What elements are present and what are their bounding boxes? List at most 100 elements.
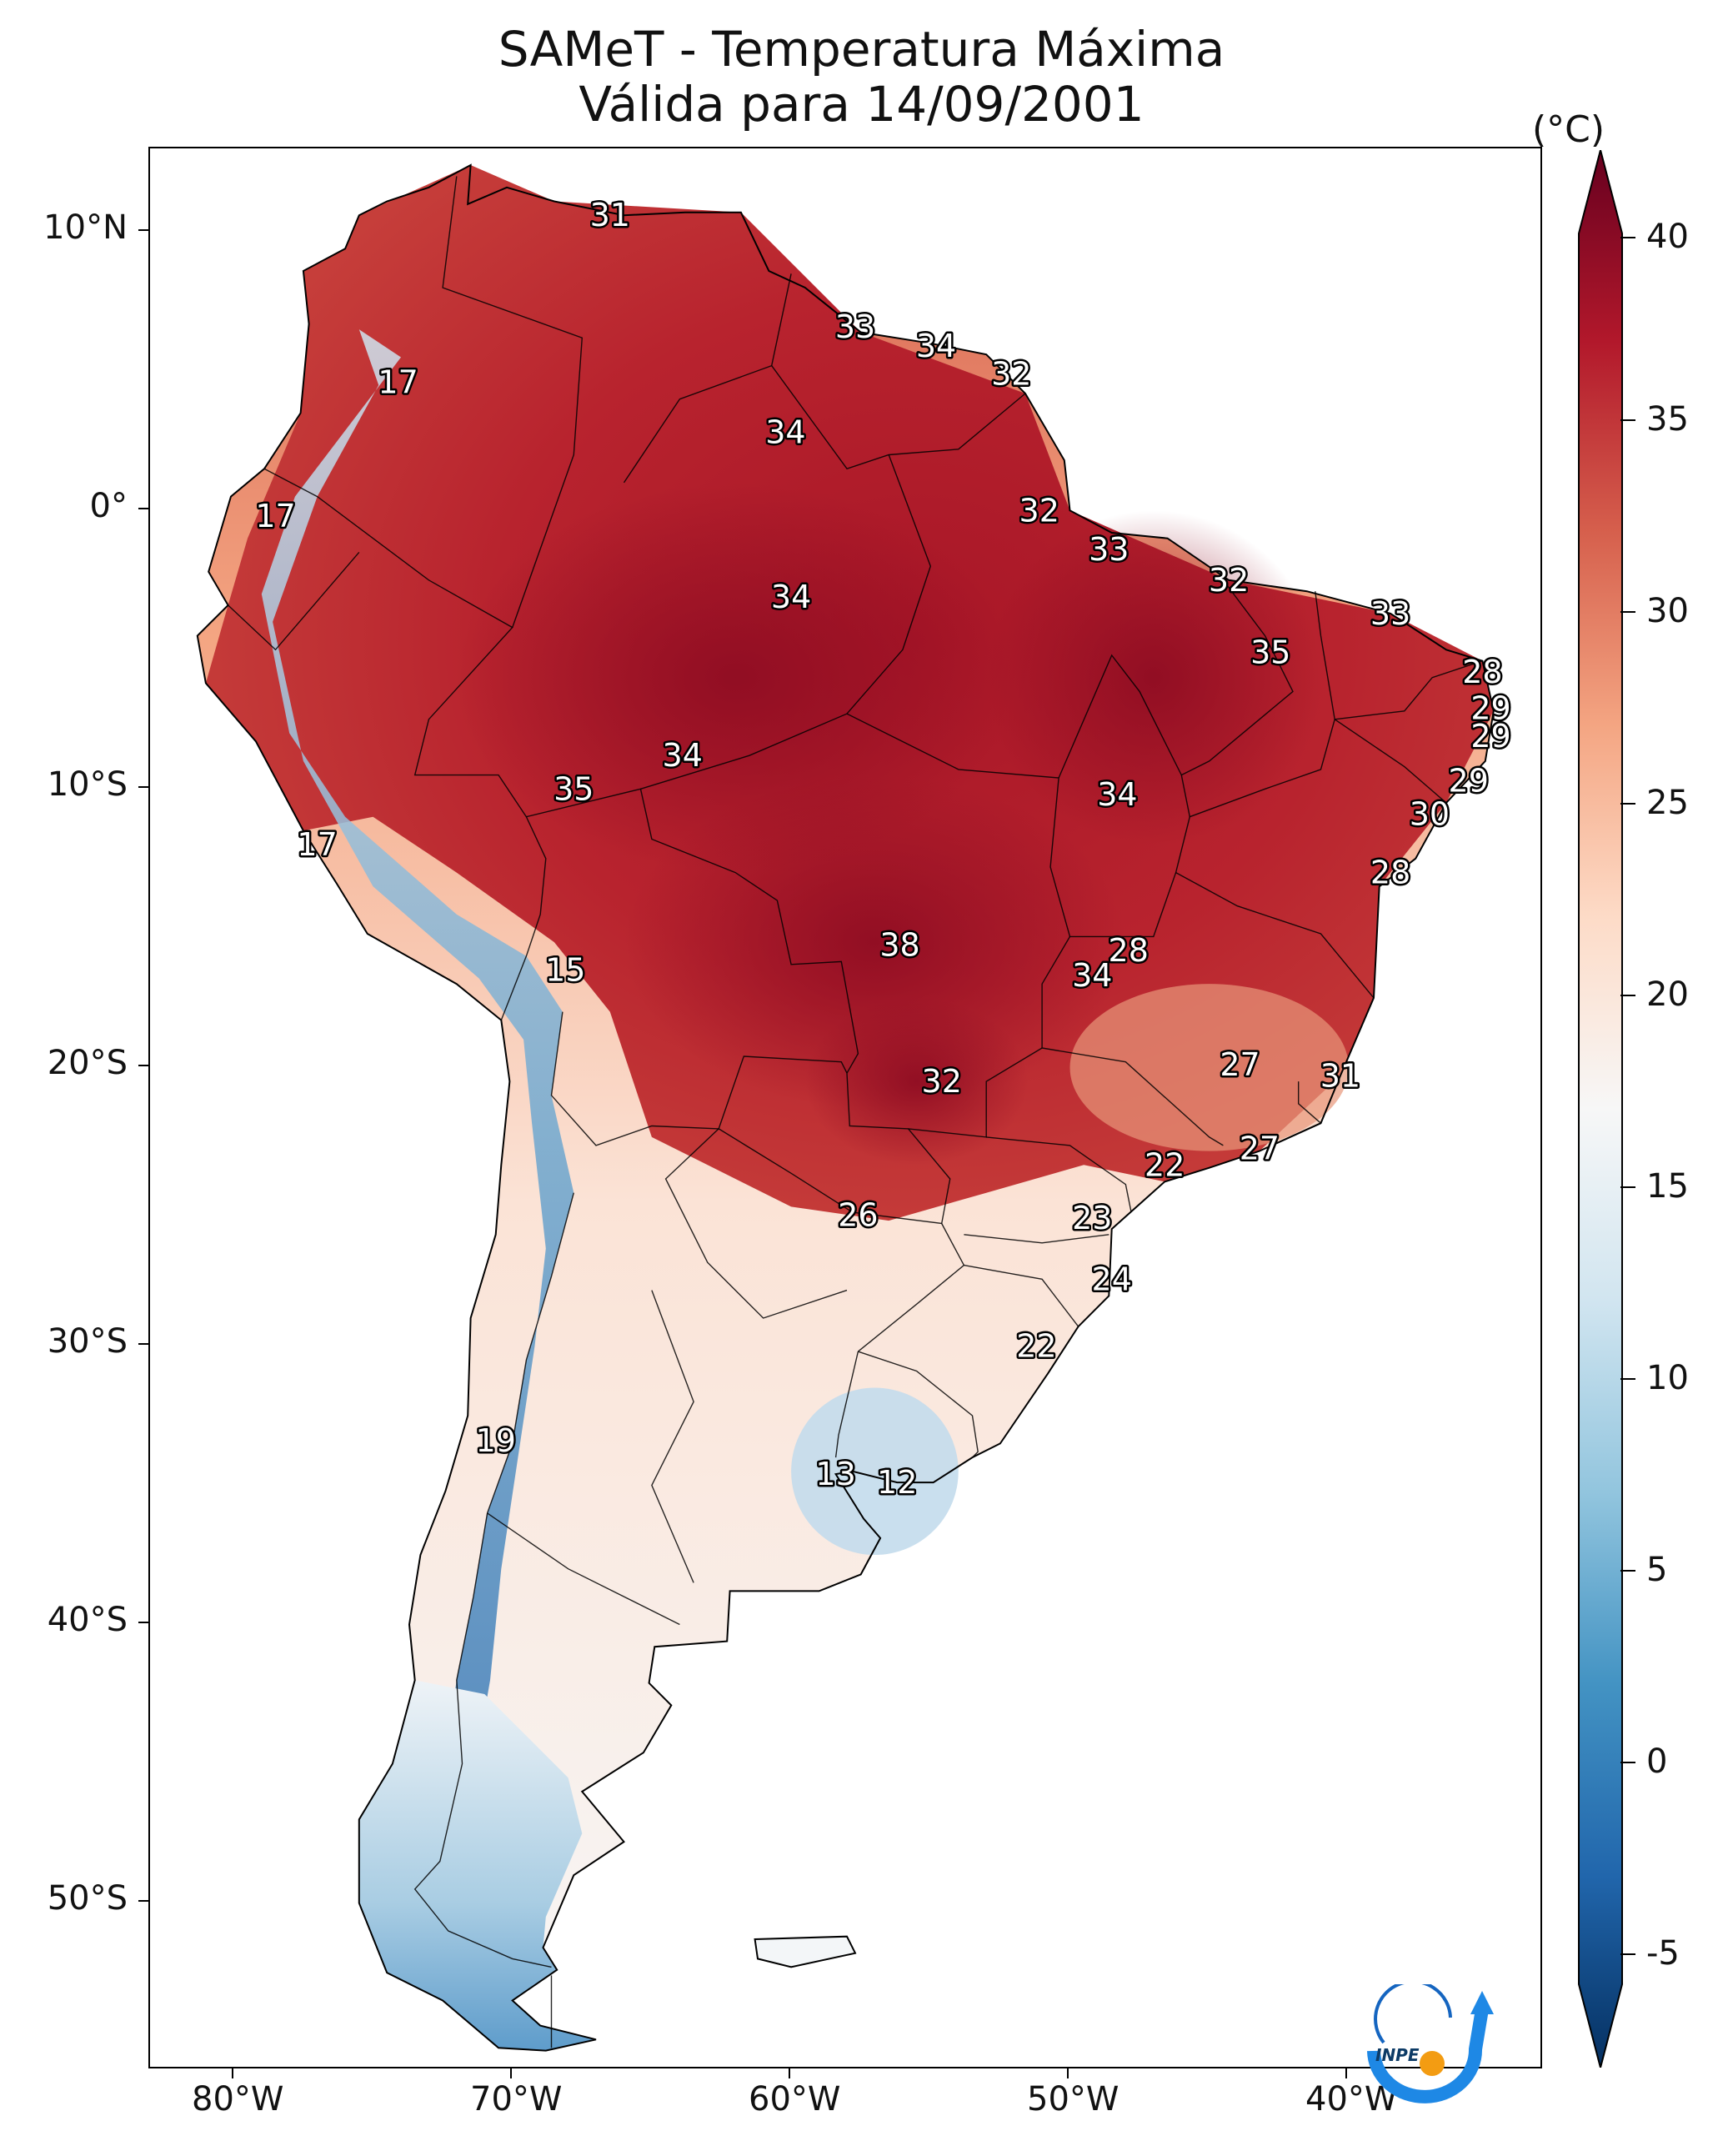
city-temperature-label: 23 [1072,1200,1112,1236]
colorbar-tick [1620,803,1635,805]
city-temperature-label: 33 [1089,531,1129,568]
border-line [1041,936,1224,1146]
city-temperature-label: 17 [255,498,295,534]
lat-label-50s: 50°S [47,1879,128,1918]
lon-tick [1345,2068,1347,2078]
border-line [228,551,360,651]
lat-tick [138,1622,148,1623]
city-temperature-label: 34 [916,328,956,364]
lon-label-40w: 40°W [1305,2080,1398,2118]
colorbar-tick [1620,1762,1635,1763]
border-line [908,1047,1043,1138]
border-line [1335,660,1483,720]
city-temperature-label: 34 [663,737,703,774]
lat-label-20s: 20°S [47,1044,128,1082]
border-line [857,1223,965,1352]
city-temperature-label: 38 [879,926,919,963]
lat-label-30s: 30°S [47,1322,128,1361]
lat-label-10s: 10°S [47,765,128,804]
city-temperature-label: 12 [877,1464,917,1501]
lat-tick [138,229,148,231]
colorbar-unit: (°C) [1532,108,1605,151]
border-line [442,176,584,628]
city-temperature-label: 34 [1097,776,1137,813]
city-temperature-label: 34 [1072,957,1112,994]
city-temperature-label: 22 [1144,1146,1185,1183]
lon-tick [1067,2068,1069,2078]
city-temperature-label: 19 [476,1422,516,1459]
city-temperature-label: 13 [815,1456,855,1492]
colorbar-label-10: 10 [1646,1359,1689,1397]
city-temperature-label: 17 [378,364,418,401]
lat-tick [138,1065,148,1066]
lat-tick [138,1900,148,1902]
city-temperature-label: 32 [1209,562,1249,599]
city-temperature-label: 27 [1220,1046,1260,1083]
colorbar-label-40: 40 [1646,218,1689,256]
city-temperature-label: 30 [1410,795,1450,832]
border-line [1175,871,1375,999]
map-subtitle: Válida para 14/09/2001 [579,76,1144,133]
lon-tick [232,2068,233,2078]
border-line [526,788,859,1074]
lat-tick [138,786,148,788]
border-line [834,1351,859,1458]
falkland-islands [754,1935,857,1968]
colorbar-tick [1620,1186,1635,1188]
border-line [1190,591,1335,818]
colorbar-tick [1620,995,1635,996]
colorbar-label-30: 30 [1646,592,1689,630]
border-line [964,1234,1109,1244]
map-title: SAMeT - Temperatura Máxima [498,21,1225,78]
colorbar-tick [1620,1953,1635,1955]
city-temperature-label: 34 [771,579,811,615]
city-temperature-label: 24 [1092,1261,1132,1297]
lon-label-80w: 80°W [192,2080,284,2118]
hot-zone [804,997,1029,1166]
lon-label-70w: 70°W [470,2080,563,2118]
border-line [664,1128,848,1319]
border-line [986,1136,1132,1213]
city-temperature-label: 22 [1016,1327,1056,1364]
border-line [771,365,1026,470]
city-temperature-label: 17 [297,826,337,863]
colorbar [1578,150,1623,2068]
lon-tick [789,2068,790,2078]
lon-tick [510,2068,512,2078]
border-line [1180,579,1294,776]
city-temperature-label: 35 [553,770,594,807]
city-temperature-label: 32 [1019,492,1059,529]
city-temperature-label: 35 [1250,634,1290,671]
border-line [623,273,792,484]
border-line [1334,719,1447,804]
lon-label-50w: 50°W [1027,2080,1119,2118]
colorbar-tick [1620,237,1635,238]
colorbar-tick [1620,611,1635,613]
hot-zone [456,482,1014,873]
city-temperature-label: 31 [590,197,630,233]
lat-tick [138,508,148,509]
colorbar-label-0: 0 [1646,1742,1668,1781]
lon-label-60w: 60°W [749,2080,841,2118]
border-line [1297,1081,1321,1124]
lat-label-40s: 40°S [47,1601,128,1639]
border-line [858,1351,979,1458]
city-temperature-label: 28 [1109,932,1149,969]
city-temperature-label: 34 [765,414,805,451]
city-temperature-label: 15 [545,952,585,989]
colorbar-tick [1620,1378,1635,1380]
city-temperature-label: 28 [1462,654,1502,690]
colorbar-label-15: 15 [1646,1167,1689,1206]
city-temperature-label: 26 [838,1196,878,1233]
colorbar-label-20: 20 [1646,975,1689,1014]
lat-label-10n: 10°N [43,208,128,247]
patagonia-cool [358,1680,596,2051]
border-line [964,1264,1079,1327]
colorbar-label-25: 25 [1646,784,1689,822]
city-temperature-label: 29 [1449,762,1489,799]
andes-cold [261,329,574,1959]
border-line [651,1290,694,1583]
border-line [263,468,547,1020]
lat-label-0: 0° [89,487,128,525]
